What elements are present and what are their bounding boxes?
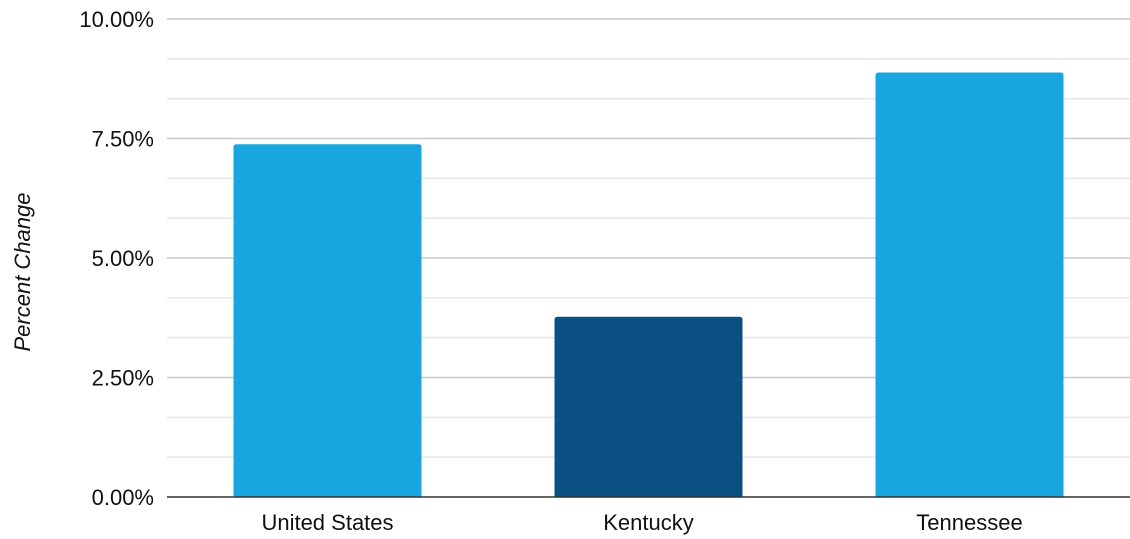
x-tick-label: Kentucky [603,510,694,535]
x-axis-ticks: United States Kentucky Tennessee [261,510,1022,535]
y-axis-ticks: 0.00% 2.50% 5.00% 7.50% 10.00% [79,7,154,510]
y-tick-label: 0.00% [92,485,154,510]
bars [233,72,1064,497]
y-tick-label: 7.50% [92,127,154,152]
y-tick-label: 2.50% [92,366,154,391]
bar-united-states [233,144,422,497]
bar-tennessee [875,72,1064,497]
x-tick-label: United States [261,510,393,535]
x-tick-label: Tennessee [916,510,1022,535]
y-tick-label: 10.00% [79,7,154,32]
y-tick-label: 5.00% [92,246,154,271]
bar-kentucky [554,316,743,497]
y-axis-title: Percent Change [10,193,35,352]
